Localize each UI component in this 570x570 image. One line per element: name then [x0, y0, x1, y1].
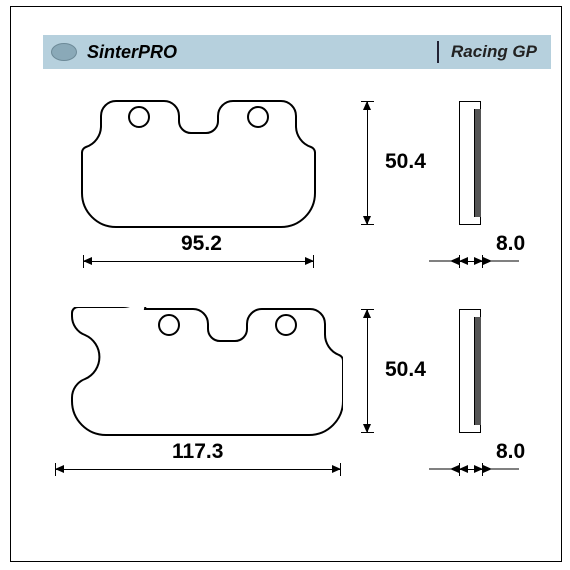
dim-top-height-line [367, 101, 368, 225]
pad-top-side [459, 101, 481, 225]
subtitle-label: Racing GP [451, 42, 537, 62]
dim-bottom-height: 50.4 [385, 358, 426, 382]
pad-top-side-material [474, 109, 481, 217]
dim-top-height: 50.4 [385, 150, 426, 174]
brand-label: SinterPRO [87, 42, 177, 63]
subtitle-group: Racing GP [437, 41, 537, 63]
dim-top-width: 95.2 [181, 232, 222, 256]
dim-bottom-thick: 8.0 [496, 440, 525, 464]
pad-bottom-side [459, 309, 481, 433]
header-bar: SinterPRO Racing GP [43, 35, 551, 69]
dim-top-thick: 8.0 [496, 232, 525, 256]
diagram-frame: SinterPRO Racing GP 50.4 95.2 8.0 [10, 6, 562, 562]
pad-bottom-side-material [474, 317, 481, 425]
dim-top-thick-ext [429, 255, 519, 267]
dim-bottom-width-line [55, 469, 341, 470]
logo-icon [51, 43, 77, 61]
dim-top-width-line [83, 261, 314, 262]
pad-bottom-front [53, 307, 343, 437]
divider-icon [437, 41, 439, 63]
dim-bottom-thick-ext [429, 463, 519, 475]
dim-bottom-height-line [367, 309, 368, 433]
dim-bottom-width: 117.3 [172, 440, 223, 464]
pad-top-front [81, 99, 316, 229]
